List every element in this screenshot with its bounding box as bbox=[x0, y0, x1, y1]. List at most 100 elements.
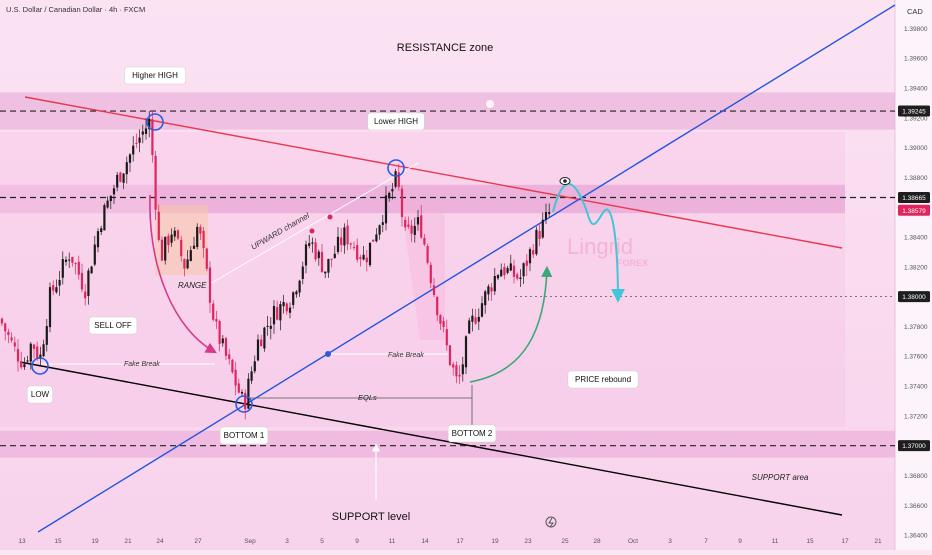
time-axis[interactable]: 13 15 19 21 24 27 Sep 3 5 9 11 14 17 19 23 25 28 Oct 3 7 9 11… bbox=[18, 538, 882, 545]
candle bbox=[484, 289, 487, 314]
support-trendline[interactable] bbox=[19, 361, 843, 516]
info-icon[interactable] bbox=[486, 100, 494, 108]
zone-upper-band-highlight bbox=[155, 184, 845, 214]
candle bbox=[250, 366, 253, 384]
price-tag: 1.38000 bbox=[898, 291, 930, 303]
upward-channel-line bbox=[207, 162, 419, 286]
candle bbox=[420, 205, 423, 239]
candle bbox=[416, 209, 420, 231]
candle bbox=[151, 109, 154, 163]
candle bbox=[16, 339, 20, 372]
candle bbox=[10, 332, 13, 343]
annotation-label: Lower HIGH bbox=[367, 112, 425, 131]
x-tick-label: 14 bbox=[421, 538, 429, 545]
candle bbox=[378, 224, 381, 240]
x-tick-label: 21 bbox=[124, 538, 132, 545]
annotation-text: Higher HIGH bbox=[132, 71, 178, 80]
candle bbox=[458, 365, 461, 385]
candle bbox=[455, 361, 458, 384]
annotation-text: EQLs bbox=[358, 393, 377, 402]
candle bbox=[452, 362, 455, 376]
price-tag-text: 1.38000 bbox=[902, 294, 926, 301]
candle bbox=[260, 334, 263, 347]
candle bbox=[228, 348, 231, 365]
candle bbox=[154, 150, 157, 221]
sell-off-arrow bbox=[149, 194, 217, 354]
candle bbox=[503, 263, 506, 280]
candle bbox=[487, 284, 490, 301]
symbol-title: U.S. Dollar / Canadian Dollar · 4h · FXC… bbox=[6, 5, 145, 14]
candle bbox=[128, 153, 132, 173]
candle bbox=[93, 235, 96, 267]
bottom1-marker bbox=[235, 395, 253, 413]
y-tick-label: 1.36800 bbox=[904, 473, 928, 480]
candle bbox=[496, 273, 500, 281]
candle bbox=[52, 280, 55, 296]
candle bbox=[68, 252, 71, 269]
y-tick-label: 1.39600 bbox=[904, 56, 928, 63]
lower-high-marker bbox=[387, 159, 405, 177]
candle bbox=[285, 302, 288, 315]
candle bbox=[218, 319, 221, 352]
candle bbox=[311, 237, 314, 253]
candle bbox=[442, 316, 445, 333]
candle bbox=[448, 344, 452, 367]
y-tick-label: 1.39800 bbox=[904, 26, 928, 33]
price-tag: 1.39245 bbox=[898, 105, 930, 117]
rebound-arrow bbox=[469, 265, 553, 383]
candle bbox=[356, 238, 359, 263]
descending-trendline[interactable] bbox=[24, 96, 843, 249]
candle bbox=[349, 242, 352, 250]
candle bbox=[330, 258, 333, 268]
candle bbox=[189, 246, 192, 262]
annotation-label: RANGE bbox=[178, 281, 207, 290]
candle bbox=[135, 133, 138, 149]
y-tick-label: 1.37200 bbox=[904, 413, 928, 420]
candle bbox=[247, 373, 250, 410]
channel-dot-1 bbox=[309, 228, 315, 234]
channel-dot-2 bbox=[327, 214, 333, 220]
candle bbox=[212, 300, 215, 322]
candle bbox=[343, 223, 346, 254]
candle bbox=[192, 236, 196, 250]
price-tags-layer: 1.39245 1.38665 1.38579 1.38000 1.37000 bbox=[898, 105, 930, 452]
candle bbox=[26, 355, 29, 364]
horizontal-levels-layer bbox=[0, 110, 895, 447]
candle bbox=[112, 184, 116, 204]
candles-layer bbox=[0, 109, 551, 420]
zone-upper-band bbox=[0, 184, 845, 214]
candle bbox=[84, 284, 87, 306]
candle bbox=[119, 171, 122, 183]
candle bbox=[381, 214, 384, 233]
candle bbox=[516, 272, 519, 281]
y-tick-label: 1.39400 bbox=[904, 85, 928, 92]
annotation-label: PRICE rebound bbox=[567, 370, 639, 389]
candle bbox=[548, 203, 551, 217]
candle bbox=[439, 314, 442, 331]
annotation-label: SELL OFF bbox=[88, 316, 138, 335]
ascending-trendline[interactable] bbox=[37, 4, 896, 533]
candle bbox=[256, 334, 260, 362]
candle bbox=[480, 296, 484, 318]
x-tick-label: 19 bbox=[91, 538, 99, 545]
x-tick-label: 25 bbox=[561, 538, 569, 545]
events-icon[interactable] bbox=[545, 516, 557, 528]
x-tick-label: 13 bbox=[18, 538, 26, 545]
y-tick-label: 1.39000 bbox=[904, 145, 928, 152]
candle bbox=[362, 246, 365, 261]
candle bbox=[58, 270, 61, 296]
candle bbox=[509, 254, 512, 272]
candle bbox=[528, 247, 532, 272]
candle bbox=[45, 318, 48, 352]
candle bbox=[176, 229, 180, 241]
events-icon-bolt bbox=[548, 517, 554, 528]
x-tick-label: 15 bbox=[806, 538, 814, 545]
candle bbox=[39, 346, 42, 366]
candle bbox=[167, 233, 170, 253]
annotation-text: Fake Break bbox=[388, 352, 424, 359]
candle bbox=[240, 389, 244, 397]
annotation-text: RANGE bbox=[178, 281, 207, 290]
candle bbox=[29, 342, 32, 370]
x-tick-label: 3 bbox=[668, 538, 672, 545]
